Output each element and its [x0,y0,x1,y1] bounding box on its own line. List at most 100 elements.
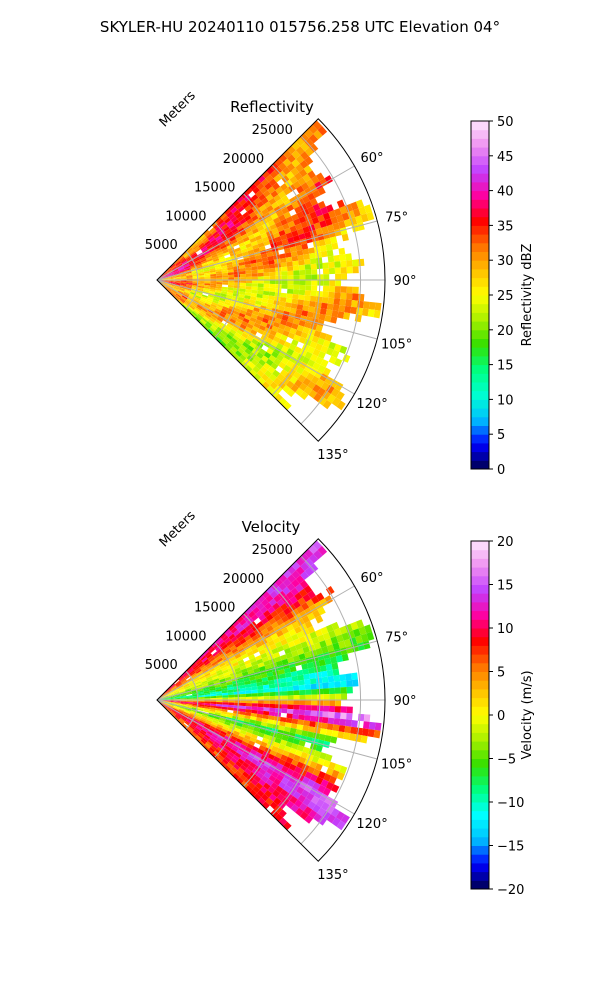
azimuth-spoke [156,699,378,760]
colorbar-tick-label: 35 [497,219,514,234]
colorbar-segment [471,181,489,192]
azimuth-spoke [156,279,378,340]
colorbar-tick-label: 40 [497,185,514,200]
colorbar-segment [471,828,489,838]
colorbar-tick-label: 30 [497,254,514,269]
reflectivity-title: Reflectivity [230,98,314,116]
azimuth-spoke [156,699,355,815]
colorbar-tick-label: 25 [497,289,514,304]
colorbar-segment [471,793,489,803]
colorbar-segment [471,208,489,218]
colorbar-segment [471,251,489,261]
colorbar-segment [471,190,489,200]
colorbar-segment [471,645,489,655]
colorbar-segment [471,584,489,594]
colorbar-tick-label: 45 [497,150,514,165]
colorbar-segment [471,549,489,559]
colorbar-segment [471,242,489,252]
colorbar-segment [471,399,489,409]
colorbar-segment [471,680,489,690]
colorbar-segment [471,121,489,131]
range-tick-label: 10000 [165,629,206,644]
velocity-title: Velocity [242,518,301,536]
sector-frame [156,538,386,862]
colorbar-tick-label: −5 [497,753,516,768]
colorbar-tick-label: 15 [497,359,514,374]
range-tick-label: 15000 [194,601,235,616]
range-tick-label: 5000 [145,658,178,673]
colorbar-tick-label: 10 [497,622,514,637]
range-tick-label: 25000 [252,123,293,138]
radar-field [157,540,382,831]
colorbar-segment [471,268,489,279]
colorbar-segment [471,338,489,348]
range-tick-label: 20000 [223,152,264,167]
colorbar-segment [471,225,489,235]
colorbar-segment [471,434,489,444]
colorbar-segment [471,601,489,612]
colorbar-tick-label: −20 [497,883,524,898]
sector-frame [156,118,386,442]
colorbar-segment [471,654,489,664]
colorbar-segment [471,355,489,366]
colorbar-segment [471,321,489,331]
colorbar-segment [471,767,489,777]
colorbar-segment [471,347,489,357]
radar-field [157,120,382,411]
range-tick-label: 20000 [223,572,264,587]
colorbar-segment [471,382,489,392]
velocity-panel: Velocity 5000 10000 15000 20000 25000 Meters 6… [145,508,535,898]
colorbar-segment [471,260,489,270]
colorbar-segment [471,303,489,313]
radial-axis-label: Meters [157,88,199,130]
colorbar-segment [471,312,489,322]
colorbar-segment [471,541,489,551]
azimuth-spoke [156,279,355,395]
colorbar-segment [471,567,489,577]
colorbar-segment [471,164,489,174]
colorbar-segment [471,741,489,751]
figure-suptitle: SKYLER-HU 20240110 015756.258 UTC Elevat… [100,18,500,36]
colorbar-segment [471,723,489,733]
colorbar-segment [471,784,489,794]
colorbar-segment [471,619,489,629]
colorbar-tick-label: 5 [497,428,505,443]
colorbar-tick-label: 0 [497,463,505,478]
azimuth-tick-label: 60° [361,151,384,166]
colorbar-segment [471,810,489,820]
colorbar-tick-label: 5 [497,666,505,681]
colorbar-segment [471,199,489,209]
colorbar-label: Reflectivity dBZ [520,244,535,347]
azimuth-tick-label: 75° [385,210,408,225]
colorbar-segment [471,216,489,226]
colorbar-segment [471,880,489,890]
colorbar-segment [471,610,489,620]
colorbar-segment [471,688,489,699]
azimuth-tick-label: 135° [317,868,348,883]
colorbar-segment [471,593,489,603]
azimuth-spoke [156,165,355,281]
colorbar-segment [471,373,489,383]
colorbar-segment [471,364,489,374]
radial-axis-label: Meters [157,508,199,550]
azimuth-tick-label: 120° [356,397,387,412]
colorbar-segment [471,442,489,453]
colorbar-segment [471,802,489,812]
colorbar-segment [471,749,489,759]
colorbar-segment [471,819,489,829]
colorbar-segment [471,416,489,426]
colorbar-tick-label: 20 [497,324,514,339]
colorbar-segment [471,460,489,470]
colorbar-segment [471,845,489,855]
range-tick-label: 10000 [165,209,206,224]
azimuth-tick-label: 75° [385,630,408,645]
colorbar-segment [471,628,489,638]
colorbar-segment [471,234,489,244]
colorbar: −20 −15 −10 −5 0 5 10 15 20 Velocity (m/s) [470,535,535,898]
colorbar-segment [471,671,489,681]
colorbar-segment [471,173,489,183]
colorbar-segment [471,329,489,339]
colorbar-segment [471,295,489,305]
azimuth-tick-label: 60° [361,571,384,586]
